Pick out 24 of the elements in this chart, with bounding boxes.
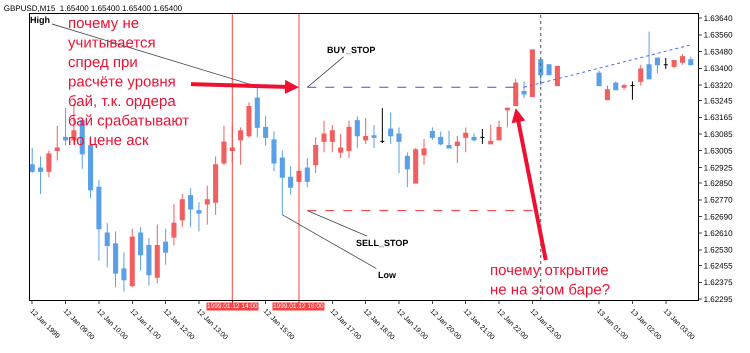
y-tick-label: 1.63560 <box>704 30 734 40</box>
y-tick-label: 1.63320 <box>704 80 734 90</box>
y-tick-label: 1.62610 <box>704 229 734 238</box>
y-tick-label: 1.63400 <box>704 64 734 74</box>
y-tick-label: 1.62850 <box>704 178 734 188</box>
chart-title: GBPUSD,M15 1.65400 1.65400 1.65400 1.65400 <box>4 4 183 13</box>
y-tick-label: 1.62925 <box>704 163 734 172</box>
y-tick-label: 1.63165 <box>704 113 734 122</box>
y-tick-label: 1.63480 <box>704 47 734 56</box>
text: BUY_STOP <box>327 45 376 55</box>
y-tick-label: 1.62455 <box>704 261 734 270</box>
y-tick-label: 1.62770 <box>704 196 734 205</box>
text: SELL_STOP <box>356 238 408 248</box>
annotation: почему открытие не на этом баре? <box>490 262 610 298</box>
annotation: Low <box>378 270 397 280</box>
y-tick-label: 1.63245 <box>704 96 734 106</box>
y-tick-label: 1.62690 <box>704 212 734 222</box>
y-tick-label: 1.62375 <box>704 278 734 288</box>
y-tick-label: 1.62530 <box>704 246 734 255</box>
y-tick-label: 1.63005 <box>704 146 734 156</box>
y-tick-label: 1.62295 <box>704 294 734 304</box>
y-tick-label: 1.63640 <box>704 14 734 23</box>
y-tick-label: 1.63085 <box>704 130 734 139</box>
annotation: High <box>30 15 50 25</box>
